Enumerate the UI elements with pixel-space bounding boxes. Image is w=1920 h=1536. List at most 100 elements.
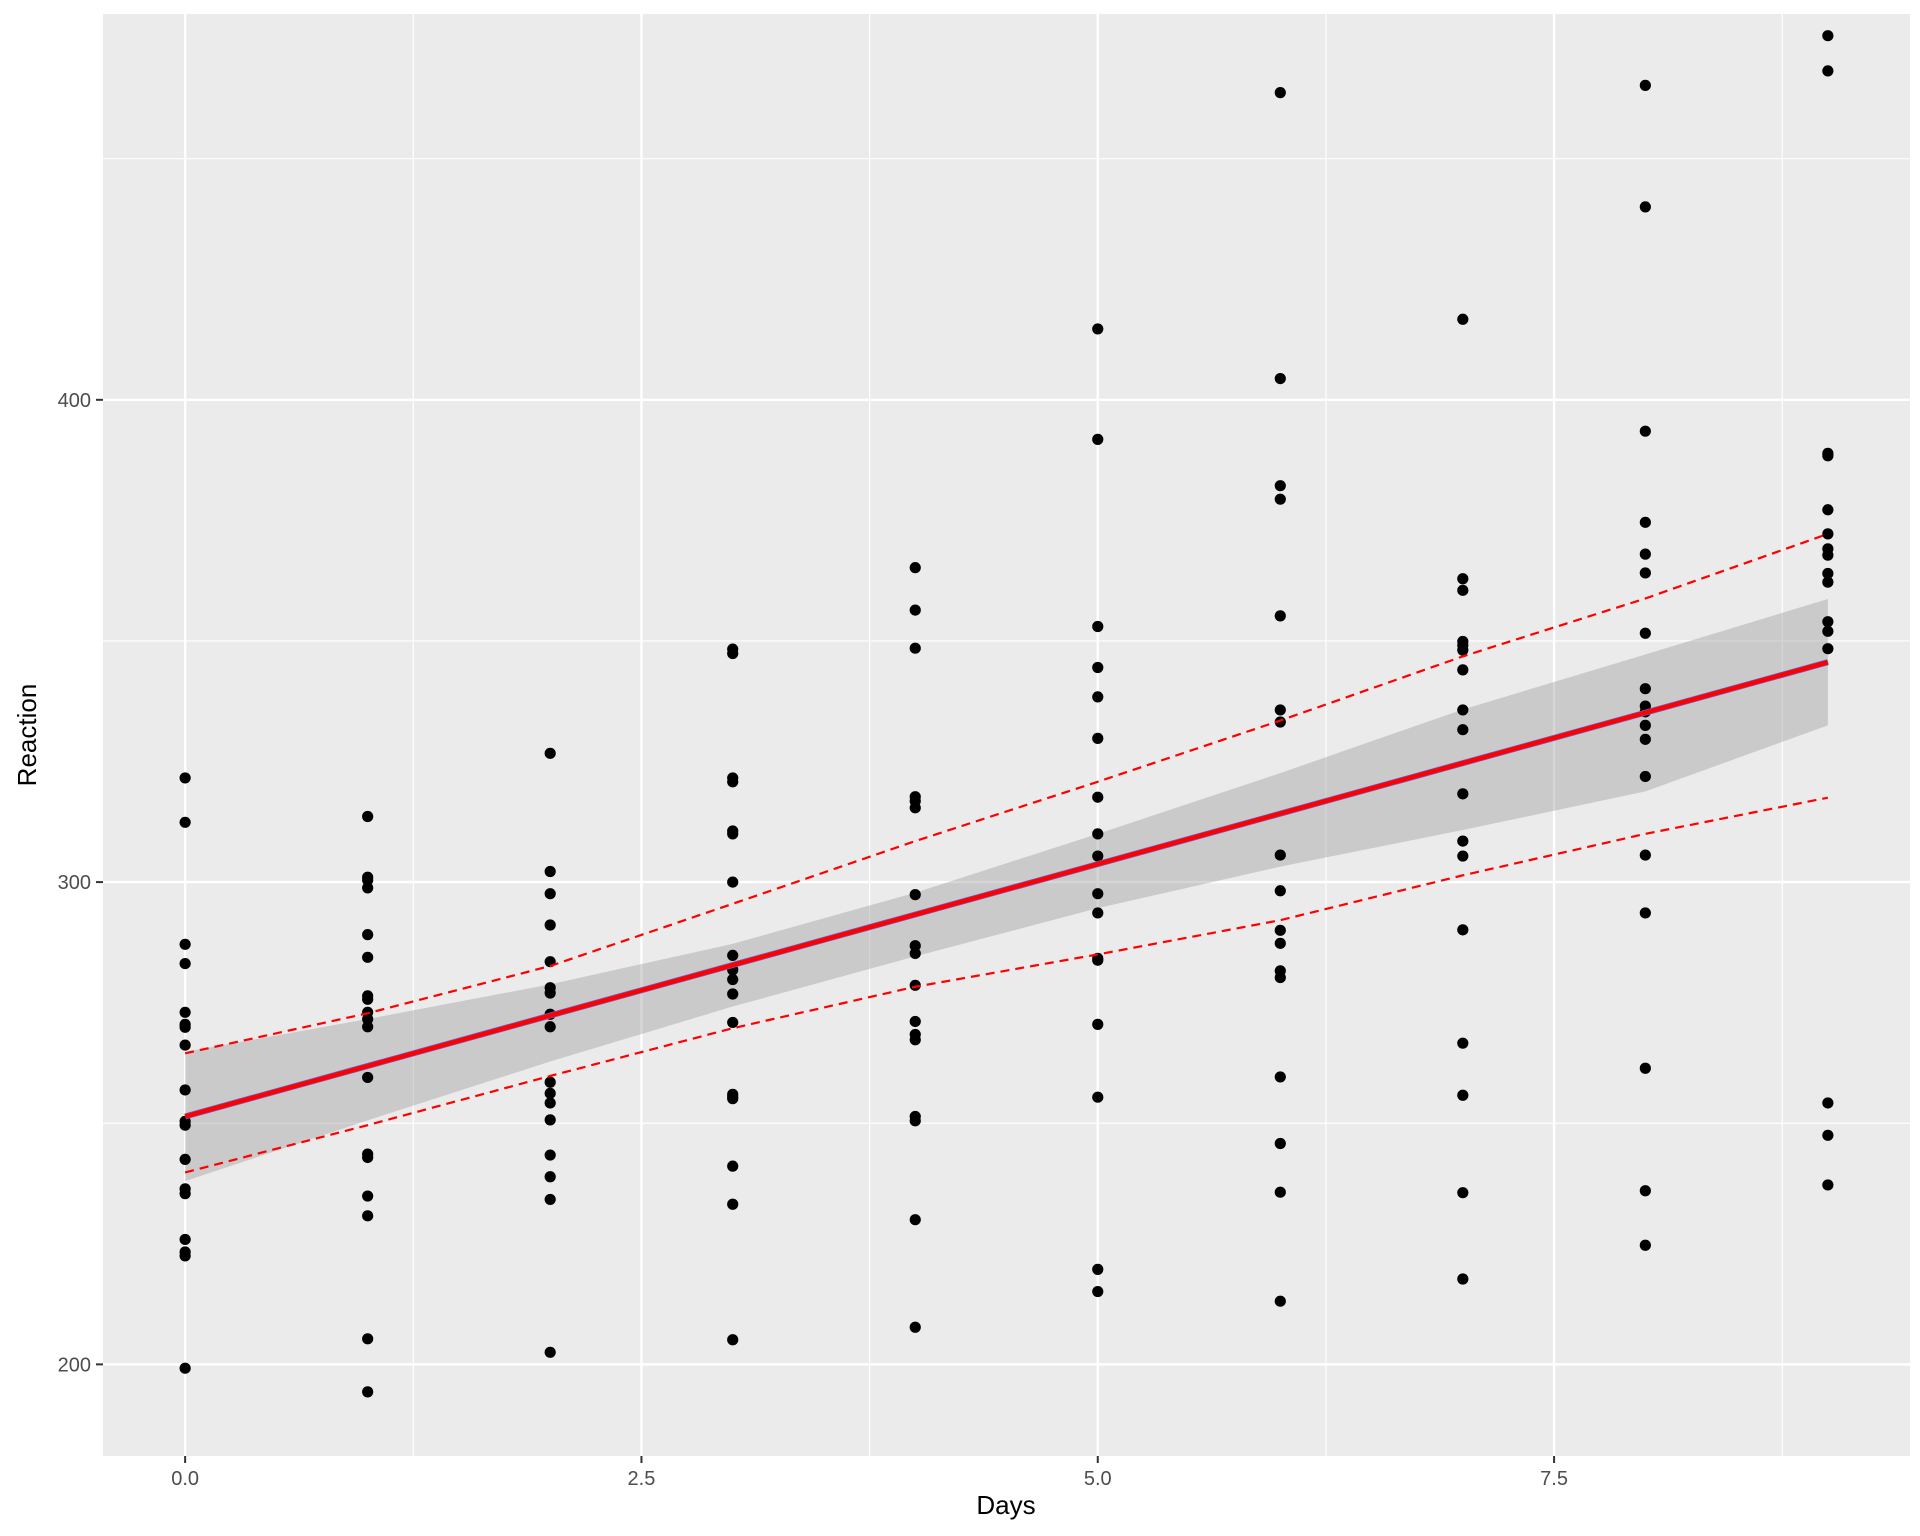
data-point bbox=[1639, 79, 1651, 91]
data-point bbox=[909, 889, 921, 901]
data-point bbox=[1274, 885, 1286, 897]
prediction-interval-upper bbox=[184, 532, 1829, 1055]
data-point bbox=[909, 802, 921, 814]
data-point bbox=[1274, 849, 1286, 861]
data-point bbox=[362, 951, 374, 963]
data-point bbox=[1457, 1273, 1469, 1285]
data-point bbox=[1822, 643, 1834, 655]
data-point bbox=[909, 604, 921, 616]
data-point bbox=[544, 747, 556, 759]
data-point bbox=[362, 1021, 374, 1033]
data-point bbox=[909, 562, 921, 574]
data-point bbox=[1639, 201, 1651, 213]
prediction-interval-lower bbox=[184, 796, 1829, 1174]
data-point bbox=[1822, 549, 1834, 561]
data-point bbox=[362, 1013, 374, 1025]
data-point bbox=[179, 1006, 191, 1018]
data-point bbox=[1639, 849, 1651, 861]
data-point bbox=[1092, 732, 1104, 744]
data-point bbox=[179, 1039, 191, 1051]
data-point bbox=[362, 882, 374, 894]
data-point bbox=[1639, 425, 1651, 437]
data-point bbox=[1092, 791, 1104, 803]
data-point bbox=[1274, 971, 1286, 984]
data-point bbox=[362, 1386, 374, 1398]
data-point bbox=[1457, 704, 1469, 716]
data-point bbox=[727, 776, 739, 788]
data-point bbox=[544, 1097, 556, 1109]
data-point bbox=[1639, 907, 1651, 919]
data-point bbox=[544, 1114, 556, 1126]
x-tick-label: 2.5 bbox=[628, 1468, 656, 1490]
data-point bbox=[179, 938, 191, 950]
data-point bbox=[1822, 1129, 1834, 1141]
data-point bbox=[179, 1021, 191, 1033]
data-point bbox=[1274, 372, 1286, 385]
data-point bbox=[1822, 625, 1834, 637]
data-point bbox=[727, 828, 739, 840]
data-point bbox=[1457, 1089, 1469, 1101]
data-point bbox=[179, 1362, 191, 1374]
data-point bbox=[1639, 770, 1651, 783]
data-point bbox=[727, 973, 739, 986]
data-point bbox=[909, 940, 921, 952]
data-point bbox=[1457, 835, 1469, 847]
data-point bbox=[1822, 504, 1834, 516]
data-point bbox=[544, 919, 556, 931]
x-tick-label: 5.0 bbox=[1084, 1468, 1112, 1490]
data-point bbox=[909, 642, 921, 654]
data-point bbox=[544, 1087, 556, 1099]
data-point bbox=[1092, 661, 1104, 674]
x-tick-label: 0.0 bbox=[171, 1468, 199, 1490]
data-points bbox=[179, 30, 1834, 1398]
y-tick-label: 400 bbox=[58, 390, 91, 412]
data-point bbox=[1274, 493, 1286, 505]
data-point bbox=[1457, 924, 1469, 936]
data-point bbox=[1639, 719, 1651, 731]
data-point bbox=[1639, 1062, 1651, 1074]
data-point bbox=[179, 1233, 191, 1246]
y-tick-label: 300 bbox=[58, 872, 91, 894]
data-point bbox=[1457, 850, 1469, 862]
data-point bbox=[1639, 1185, 1651, 1197]
data-point bbox=[1092, 828, 1104, 840]
data-point bbox=[909, 1321, 921, 1333]
data-point bbox=[727, 647, 739, 660]
y-tick-label: 200 bbox=[58, 1354, 91, 1376]
data-point bbox=[1457, 724, 1469, 736]
data-point bbox=[362, 1190, 374, 1202]
data-point bbox=[1274, 704, 1286, 716]
data-point bbox=[179, 1153, 191, 1166]
data-point bbox=[1639, 627, 1651, 639]
data-point bbox=[544, 865, 556, 878]
data-point bbox=[1457, 788, 1469, 800]
data-point bbox=[362, 1333, 374, 1345]
data-point bbox=[1822, 567, 1834, 580]
data-point bbox=[179, 816, 191, 828]
data-point bbox=[179, 957, 191, 970]
data-point bbox=[1457, 664, 1469, 676]
data-point bbox=[1274, 924, 1286, 936]
data-point bbox=[909, 947, 921, 960]
data-point bbox=[1639, 516, 1651, 528]
data-point bbox=[362, 1210, 374, 1222]
data-point bbox=[909, 1034, 921, 1046]
data-point bbox=[1092, 433, 1104, 445]
data-point bbox=[179, 1119, 191, 1131]
data-point bbox=[1822, 616, 1834, 628]
data-point bbox=[1639, 548, 1651, 560]
data-point bbox=[1457, 584, 1469, 596]
data-point bbox=[362, 929, 374, 941]
data-point bbox=[1274, 87, 1286, 99]
data-point bbox=[1457, 1037, 1469, 1049]
data-point bbox=[544, 1171, 556, 1183]
data-point bbox=[1822, 450, 1834, 462]
data-point bbox=[1092, 1263, 1104, 1275]
data-point bbox=[1639, 567, 1651, 579]
data-point bbox=[1639, 733, 1651, 745]
data-point bbox=[1822, 528, 1834, 540]
data-point bbox=[1822, 30, 1834, 42]
data-point bbox=[727, 949, 739, 961]
data-point bbox=[1092, 954, 1104, 966]
